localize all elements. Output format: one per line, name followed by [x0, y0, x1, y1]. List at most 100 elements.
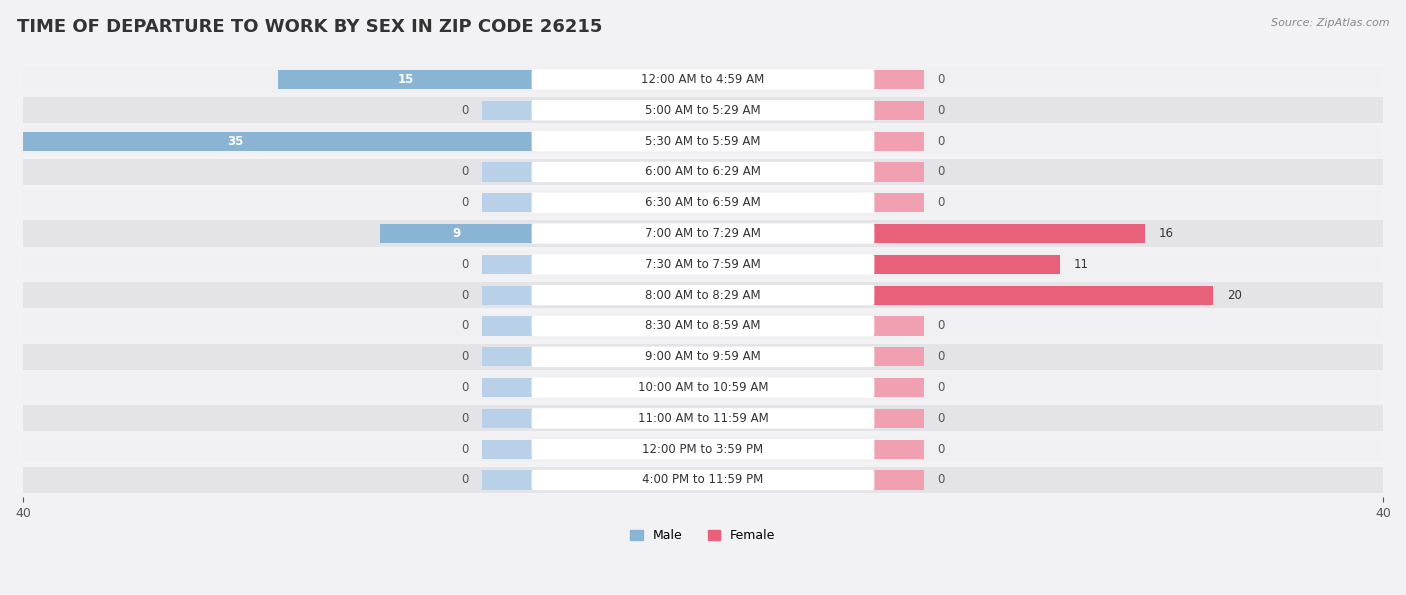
- Bar: [482, 378, 533, 397]
- Text: 0: 0: [461, 289, 468, 302]
- Bar: [873, 317, 924, 336]
- Bar: [873, 286, 1213, 305]
- Text: 11:00 AM to 11:59 AM: 11:00 AM to 11:59 AM: [638, 412, 768, 425]
- Bar: [380, 224, 533, 243]
- Text: 0: 0: [938, 165, 945, 178]
- Bar: [873, 378, 924, 397]
- Bar: [22, 159, 1384, 185]
- Text: TIME OF DEPARTURE TO WORK BY SEX IN ZIP CODE 26215: TIME OF DEPARTURE TO WORK BY SEX IN ZIP …: [17, 18, 602, 36]
- Text: 16: 16: [1159, 227, 1174, 240]
- Bar: [22, 251, 1384, 277]
- Text: 7:30 AM to 7:59 AM: 7:30 AM to 7:59 AM: [645, 258, 761, 271]
- Bar: [482, 255, 533, 274]
- Text: 7:00 AM to 7:29 AM: 7:00 AM to 7:29 AM: [645, 227, 761, 240]
- Bar: [873, 193, 924, 212]
- Bar: [22, 128, 1384, 154]
- FancyBboxPatch shape: [531, 408, 875, 428]
- Bar: [22, 97, 1384, 123]
- Bar: [22, 313, 1384, 339]
- Text: 0: 0: [938, 134, 945, 148]
- Bar: [873, 224, 1144, 243]
- Text: 8:00 AM to 8:29 AM: 8:00 AM to 8:29 AM: [645, 289, 761, 302]
- Bar: [22, 221, 1384, 247]
- Bar: [873, 162, 924, 181]
- Bar: [482, 440, 533, 459]
- FancyBboxPatch shape: [531, 347, 875, 367]
- Text: 12:00 PM to 3:59 PM: 12:00 PM to 3:59 PM: [643, 443, 763, 456]
- FancyBboxPatch shape: [531, 70, 875, 90]
- Bar: [22, 67, 1384, 93]
- Text: 10:00 AM to 10:59 AM: 10:00 AM to 10:59 AM: [638, 381, 768, 394]
- FancyBboxPatch shape: [531, 131, 875, 151]
- Bar: [482, 101, 533, 120]
- FancyBboxPatch shape: [531, 285, 875, 305]
- FancyBboxPatch shape: [531, 100, 875, 121]
- Bar: [482, 317, 533, 336]
- Bar: [22, 282, 1384, 308]
- Text: 6:00 AM to 6:29 AM: 6:00 AM to 6:29 AM: [645, 165, 761, 178]
- FancyBboxPatch shape: [531, 439, 875, 459]
- Text: Source: ZipAtlas.com: Source: ZipAtlas.com: [1271, 18, 1389, 28]
- Bar: [873, 471, 924, 490]
- Text: 5:30 AM to 5:59 AM: 5:30 AM to 5:59 AM: [645, 134, 761, 148]
- Bar: [482, 471, 533, 490]
- Text: 0: 0: [461, 412, 468, 425]
- Text: 0: 0: [938, 381, 945, 394]
- Text: 0: 0: [938, 350, 945, 364]
- Bar: [873, 255, 1060, 274]
- Text: 0: 0: [461, 443, 468, 456]
- Legend: Male, Female: Male, Female: [626, 524, 780, 547]
- Bar: [873, 409, 924, 428]
- Bar: [482, 286, 533, 305]
- Bar: [482, 162, 533, 181]
- FancyBboxPatch shape: [531, 223, 875, 244]
- Bar: [873, 440, 924, 459]
- Text: 0: 0: [461, 381, 468, 394]
- Bar: [22, 344, 1384, 370]
- Bar: [873, 70, 924, 89]
- Bar: [873, 347, 924, 367]
- Text: 8:30 AM to 8:59 AM: 8:30 AM to 8:59 AM: [645, 320, 761, 333]
- Bar: [22, 190, 1384, 216]
- Bar: [873, 131, 924, 151]
- Text: 0: 0: [938, 443, 945, 456]
- Bar: [278, 70, 533, 89]
- Text: 9:00 AM to 9:59 AM: 9:00 AM to 9:59 AM: [645, 350, 761, 364]
- FancyBboxPatch shape: [531, 470, 875, 490]
- Text: 0: 0: [938, 474, 945, 487]
- Text: 35: 35: [228, 134, 243, 148]
- FancyBboxPatch shape: [531, 193, 875, 213]
- FancyBboxPatch shape: [531, 377, 875, 397]
- Text: 0: 0: [938, 412, 945, 425]
- Text: 6:30 AM to 6:59 AM: 6:30 AM to 6:59 AM: [645, 196, 761, 209]
- Bar: [482, 193, 533, 212]
- Text: 0: 0: [461, 350, 468, 364]
- FancyBboxPatch shape: [531, 316, 875, 336]
- Bar: [0, 131, 533, 151]
- Text: 0: 0: [938, 104, 945, 117]
- Text: 11: 11: [1074, 258, 1088, 271]
- Text: 12:00 AM to 4:59 AM: 12:00 AM to 4:59 AM: [641, 73, 765, 86]
- Text: 15: 15: [398, 73, 413, 86]
- Bar: [22, 467, 1384, 493]
- Text: 4:00 PM to 11:59 PM: 4:00 PM to 11:59 PM: [643, 474, 763, 487]
- FancyBboxPatch shape: [531, 254, 875, 274]
- Text: 0: 0: [461, 258, 468, 271]
- Text: 0: 0: [461, 104, 468, 117]
- Text: 0: 0: [461, 165, 468, 178]
- Text: 0: 0: [461, 196, 468, 209]
- FancyBboxPatch shape: [531, 162, 875, 182]
- Text: 0: 0: [938, 320, 945, 333]
- Text: 0: 0: [938, 196, 945, 209]
- Bar: [22, 436, 1384, 462]
- Text: 0: 0: [461, 320, 468, 333]
- Bar: [482, 347, 533, 367]
- Text: 5:00 AM to 5:29 AM: 5:00 AM to 5:29 AM: [645, 104, 761, 117]
- Bar: [22, 405, 1384, 431]
- Bar: [873, 101, 924, 120]
- Bar: [482, 409, 533, 428]
- Bar: [22, 374, 1384, 400]
- Text: 20: 20: [1226, 289, 1241, 302]
- Text: 9: 9: [453, 227, 461, 240]
- Text: 0: 0: [938, 73, 945, 86]
